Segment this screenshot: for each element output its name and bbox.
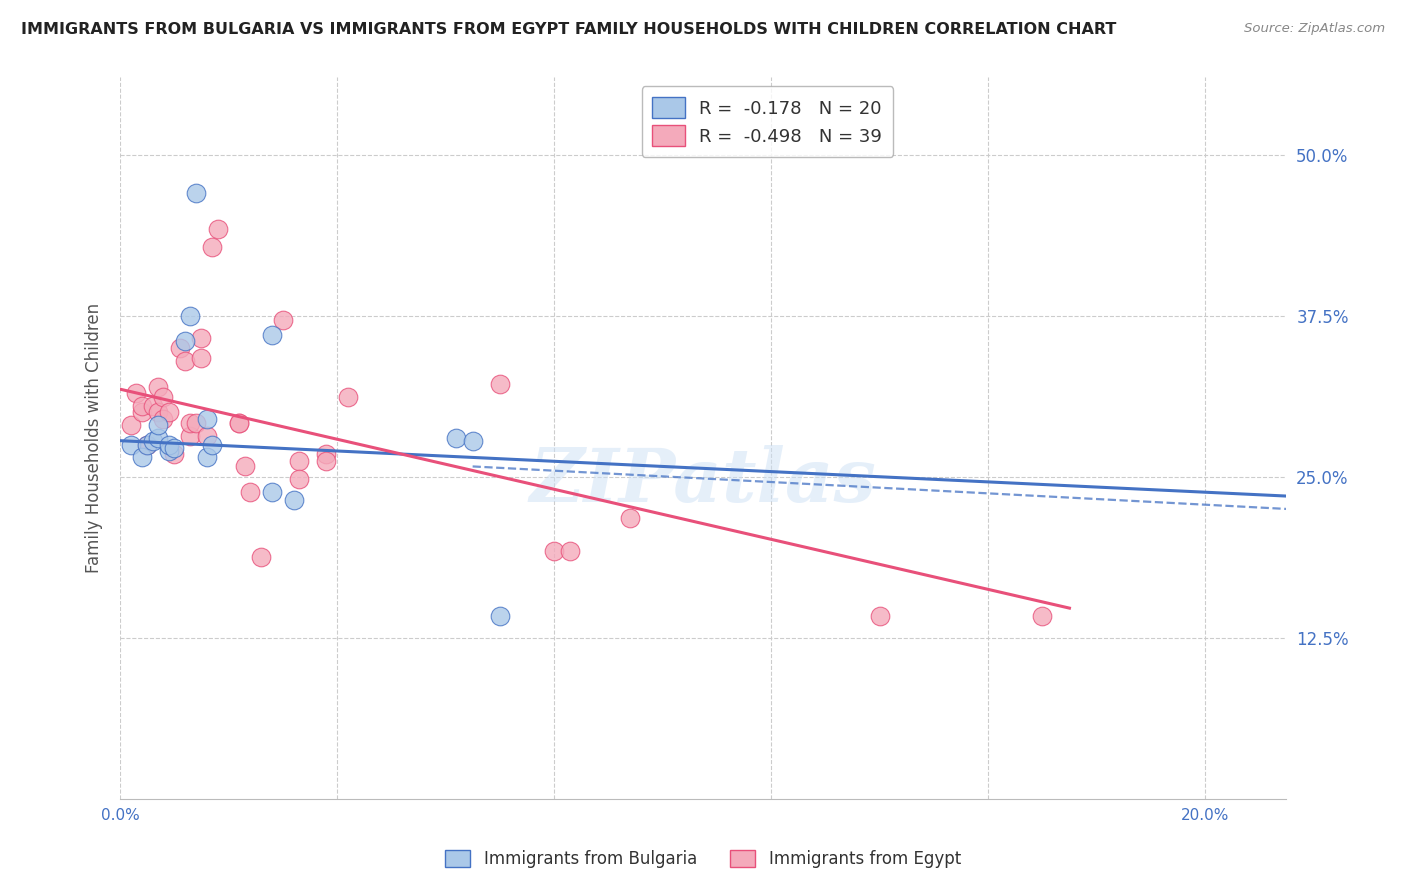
Point [543,544,565,558]
Point [163,446,186,460]
Point [260,328,283,343]
Point [157,405,180,419]
Point [228,416,250,430]
Point [336,390,359,404]
Point [190,351,212,366]
Legend: R =  -0.178   N = 20, R =  -0.498   N = 39: R = -0.178 N = 20, R = -0.498 N = 39 [641,87,893,157]
Point [619,511,641,525]
Point [120,437,142,451]
Point [195,411,218,425]
Point [141,399,163,413]
Point [195,428,218,442]
Point [141,434,163,448]
Point [131,450,153,465]
Point [169,341,191,355]
Point [233,459,256,474]
Point [157,437,180,451]
Point [157,444,180,458]
Point [125,386,148,401]
Point [488,376,510,391]
Point [146,431,169,445]
Point [869,608,891,623]
Point [190,331,212,345]
Point [131,399,153,413]
Point [288,472,311,486]
Point [461,434,484,448]
Point [195,450,218,465]
Point [260,485,283,500]
Point [184,416,207,430]
Point [146,405,169,419]
Text: ZIPatlas: ZIPatlas [530,445,877,517]
Point [179,309,201,323]
Point [315,454,337,468]
Point [152,390,174,404]
Point [146,379,169,393]
Point [207,222,229,236]
Point [179,428,201,442]
Point [201,437,224,451]
Legend: Immigrants from Bulgaria, Immigrants from Egypt: Immigrants from Bulgaria, Immigrants fro… [439,843,967,875]
Point [174,334,197,349]
Point [184,186,207,201]
Point [120,418,142,433]
Point [315,446,337,460]
Point [271,312,294,326]
Point [283,492,305,507]
Point [179,416,201,430]
Text: Source: ZipAtlas.com: Source: ZipAtlas.com [1244,22,1385,36]
Point [201,240,224,254]
Y-axis label: Family Households with Children: Family Households with Children [86,303,103,574]
Point [239,485,262,500]
Point [228,416,250,430]
Text: IMMIGRANTS FROM BULGARIA VS IMMIGRANTS FROM EGYPT FAMILY HOUSEHOLDS WITH CHILDRE: IMMIGRANTS FROM BULGARIA VS IMMIGRANTS F… [21,22,1116,37]
Point [174,354,197,368]
Point [136,437,159,451]
Point [136,437,159,451]
Point [488,608,510,623]
Point [146,418,169,433]
Point [163,442,186,456]
Point [560,544,582,558]
Point [1031,608,1053,623]
Point [250,549,273,564]
Point [152,411,174,425]
Point [446,431,468,445]
Point [131,405,153,419]
Point [288,454,311,468]
